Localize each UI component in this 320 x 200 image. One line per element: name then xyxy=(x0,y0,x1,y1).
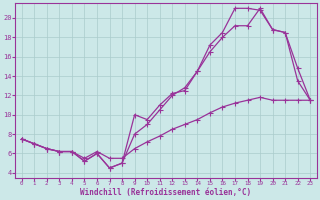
X-axis label: Windchill (Refroidissement éolien,°C): Windchill (Refroidissement éolien,°C) xyxy=(80,188,252,197)
